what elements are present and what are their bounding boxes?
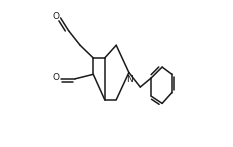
Text: N: N <box>126 75 133 84</box>
Text: O: O <box>53 12 60 21</box>
Text: O: O <box>53 73 60 82</box>
